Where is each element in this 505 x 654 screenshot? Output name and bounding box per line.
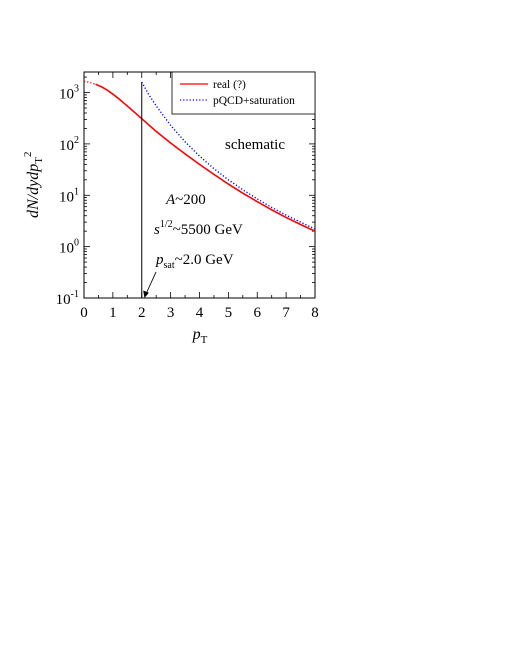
annotation-a-value: ~200 bbox=[175, 192, 206, 208]
annotation-p-sub: sat bbox=[164, 260, 175, 271]
annotation-a-var: A bbox=[165, 192, 176, 208]
x-axis-label-base: p bbox=[192, 326, 201, 343]
y-tick-label: 103 bbox=[59, 84, 79, 103]
psat-arrow bbox=[143, 271, 157, 298]
annotation-s-var: s bbox=[154, 222, 160, 238]
x-tick-label: 3 bbox=[167, 305, 175, 321]
x-tick-label: 0 bbox=[80, 305, 88, 321]
x-tick-label: 4 bbox=[196, 305, 204, 321]
annotation-s-value: ~5500 GeV bbox=[173, 222, 243, 238]
x-tick-label: 2 bbox=[138, 305, 146, 321]
annotation-p-var: p bbox=[155, 252, 164, 268]
y-axis-label-sub: T bbox=[33, 157, 45, 164]
annotation-s-sup: 1/2 bbox=[160, 219, 173, 230]
legend-box bbox=[171, 71, 316, 115]
series-real-line bbox=[83, 80, 96, 85]
annotation-schematic: schematic bbox=[225, 137, 285, 153]
y-tick-label: 102 bbox=[59, 135, 79, 154]
x-tick-label: 8 bbox=[311, 305, 319, 321]
x-tick-labels: 0 1 2 3 4 5 6 7 8 bbox=[80, 305, 319, 321]
x-axis-label: pT bbox=[192, 326, 208, 346]
annotation-mass-number: A~200 bbox=[165, 192, 206, 208]
x-tick-label: 1 bbox=[109, 305, 117, 321]
y-tick-label: 101 bbox=[59, 186, 79, 205]
annotation-energy: s1/2~5500 GeV bbox=[154, 219, 243, 238]
y-tick-label: 10-1 bbox=[56, 289, 79, 308]
legend-label-pqcd: pQCD+saturation bbox=[213, 95, 295, 107]
y-axis-label: dN/dydpT2 bbox=[22, 152, 45, 218]
legend-label-real: real (?) bbox=[213, 79, 246, 91]
psat-arrow-head bbox=[143, 290, 149, 298]
legend: real (?) pQCD+saturation bbox=[171, 71, 316, 115]
series-pqcd-line bbox=[141, 81, 316, 230]
series-layer bbox=[83, 80, 316, 232]
x-tick-label: 5 bbox=[225, 305, 233, 321]
series-real-line bbox=[95, 83, 316, 232]
annotation-p-value: ~2.0 GeV bbox=[175, 252, 234, 268]
psat-arrow-shaft bbox=[145, 271, 157, 295]
y-tick-label: 100 bbox=[59, 238, 79, 257]
y-axis-label-main: dN/dydp bbox=[25, 164, 42, 218]
x-tick-label: 6 bbox=[254, 305, 262, 321]
x-tick-label: 7 bbox=[282, 305, 290, 321]
x-axis-label-sub: T bbox=[201, 334, 208, 346]
annotation-psat: psat~2.0 GeV bbox=[155, 252, 234, 271]
y-tick-labels: 10-1 100 101 102 103 bbox=[56, 84, 79, 308]
y-axis-label-sup: 2 bbox=[22, 152, 34, 158]
